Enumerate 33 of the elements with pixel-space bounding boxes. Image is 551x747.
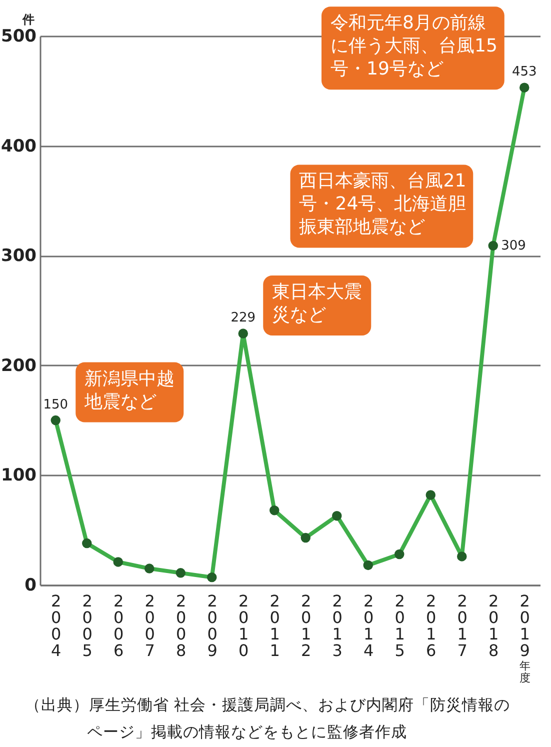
x-axis-title: 年度 bbox=[519, 660, 530, 684]
x-tick-label: 2008 bbox=[176, 592, 186, 660]
text: （出典）厚生労働省 社会・援護局調べ、および内閣府「防災情報のページ」掲載の情報などをもとに監修者作成 bbox=[25, 696, 510, 741]
x-tick-label: 2017 bbox=[457, 592, 468, 660]
y-tick-label: 100 bbox=[1, 466, 37, 486]
annotation: 東日本大震災など bbox=[272, 282, 362, 326]
x-tick-label: 2014 bbox=[364, 592, 374, 660]
y-tick-label: 0 bbox=[24, 576, 37, 596]
x-tick-label: 2011 bbox=[270, 592, 280, 660]
x-tick-label: 2015 bbox=[394, 592, 405, 660]
x-tick-label: 2019 bbox=[520, 592, 530, 660]
x-tick-label: 2016 bbox=[426, 592, 436, 660]
x-tick-label: 2004 bbox=[51, 592, 62, 660]
y-tick-label: 200 bbox=[1, 356, 37, 376]
annotation: 新潟県中越地震など bbox=[84, 368, 175, 412]
data-label: 453 bbox=[512, 64, 537, 80]
data-label: 150 bbox=[43, 397, 68, 412]
data-label: 229 bbox=[230, 310, 256, 326]
y-axis-title: 件 bbox=[22, 12, 34, 26]
data-label: 309 bbox=[501, 238, 526, 254]
y-tick-label: 300 bbox=[1, 246, 37, 266]
x-tick-label: 2005 bbox=[82, 592, 92, 660]
x-tick-label: 2007 bbox=[144, 592, 155, 660]
annotation: 令和元年8月の前線に伴う大雨、台風15号・19号など bbox=[330, 12, 498, 80]
y-tick-label: 400 bbox=[1, 136, 37, 156]
x-tick-label: 2006 bbox=[114, 592, 124, 660]
x-tick-label: 2010 bbox=[238, 592, 249, 660]
annotation: 西日本豪雨、台風21号・24号、北海道胆振東部地震など bbox=[299, 170, 466, 238]
y-tick-label: 500 bbox=[1, 26, 37, 46]
x-tick-label: 2012 bbox=[301, 592, 312, 660]
x-tick-label: 2009 bbox=[207, 592, 218, 660]
x-tick-label: 2018 bbox=[488, 592, 499, 660]
x-tick-label: 2013 bbox=[332, 592, 342, 660]
